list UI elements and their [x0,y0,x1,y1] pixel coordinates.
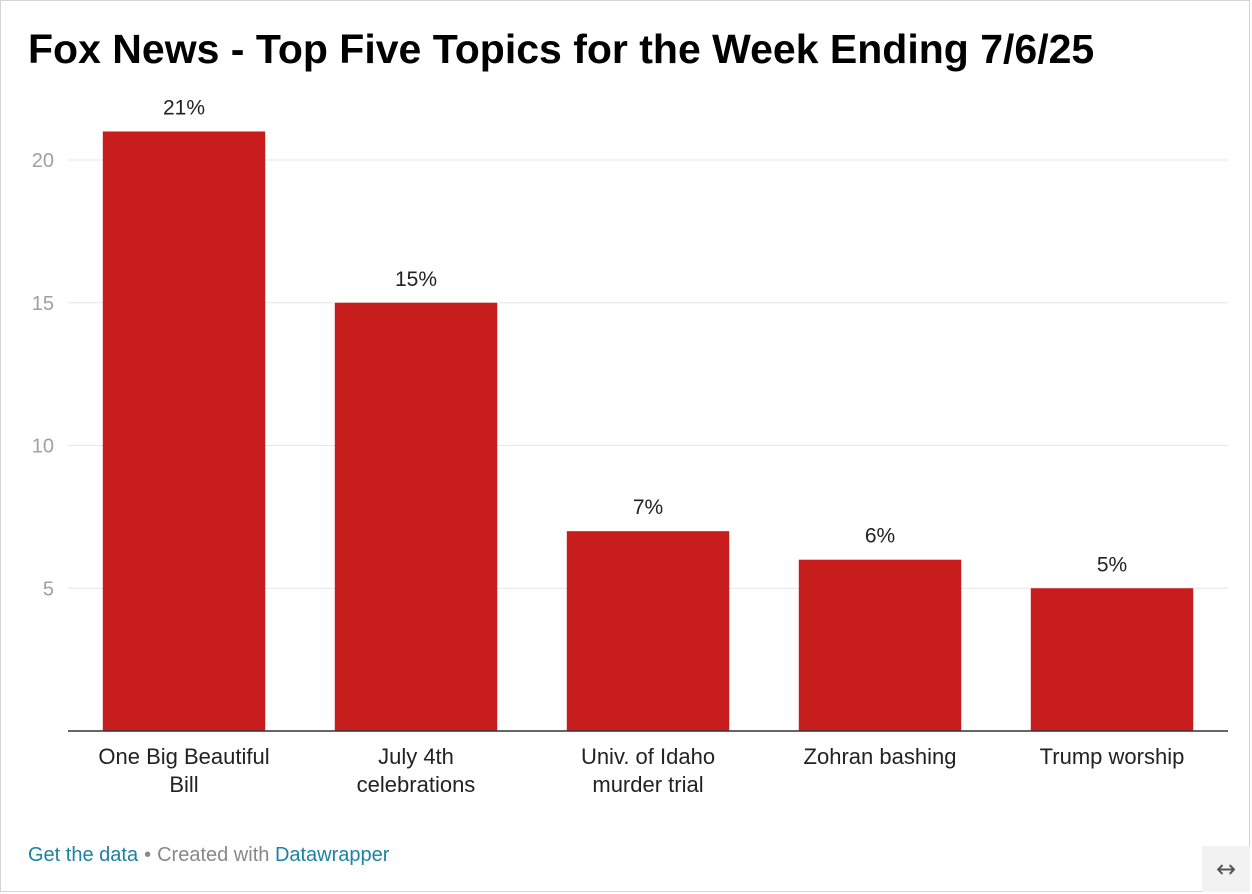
x-tick-label-line: Trump worship [1040,744,1185,769]
x-tick-label-line: July 4th [378,744,454,769]
y-tick-label: 15 [32,293,54,315]
y-tick-label: 5 [43,578,54,600]
x-tick-label: Zohran bashing [804,744,957,769]
x-tick-label-line: Zohran bashing [804,744,957,769]
datawrapper-link[interactable]: Datawrapper [274,844,390,866]
bar [798,559,962,731]
y-tick-label: 10 [32,436,54,458]
chart-footer: Get the data • Created with Datawrapper [28,844,389,867]
x-tick-label-line: One Big Beautiful [98,744,269,769]
data-label: 6% [865,525,895,548]
x-tick-label-line: murder trial [592,772,703,797]
bar [566,531,730,731]
data-label: 7% [633,496,663,519]
x-tick-label: July 4th celebrations [357,744,476,797]
created-with-text: Created with [157,844,270,866]
x-tick-label: One Big Beautiful Bill [98,744,269,797]
x-tick-label-line: celebrations [357,772,476,797]
bar [102,131,266,731]
expand-button[interactable]: ↔ [1202,846,1250,892]
data-label: 21% [163,96,205,119]
x-tick-label-line: Bill [169,772,198,797]
footer-separator: • [144,844,152,866]
chart-title: Fox News - Top Five Topics for the Week … [28,26,1095,72]
x-tick-label: Trump worship [1040,744,1185,769]
get-the-data-link[interactable]: Get the data [28,844,139,866]
bar [334,302,498,731]
data-label: 15% [395,268,437,291]
x-tick-label-line: Univ. of Idaho [581,744,715,769]
x-tick-label: Univ. of Idaho murder trial [581,744,715,797]
bar [1030,588,1194,731]
y-tick-label: 20 [32,150,54,172]
data-label: 5% [1097,553,1127,576]
left-right-arrow-icon: ↔ [1215,855,1237,883]
